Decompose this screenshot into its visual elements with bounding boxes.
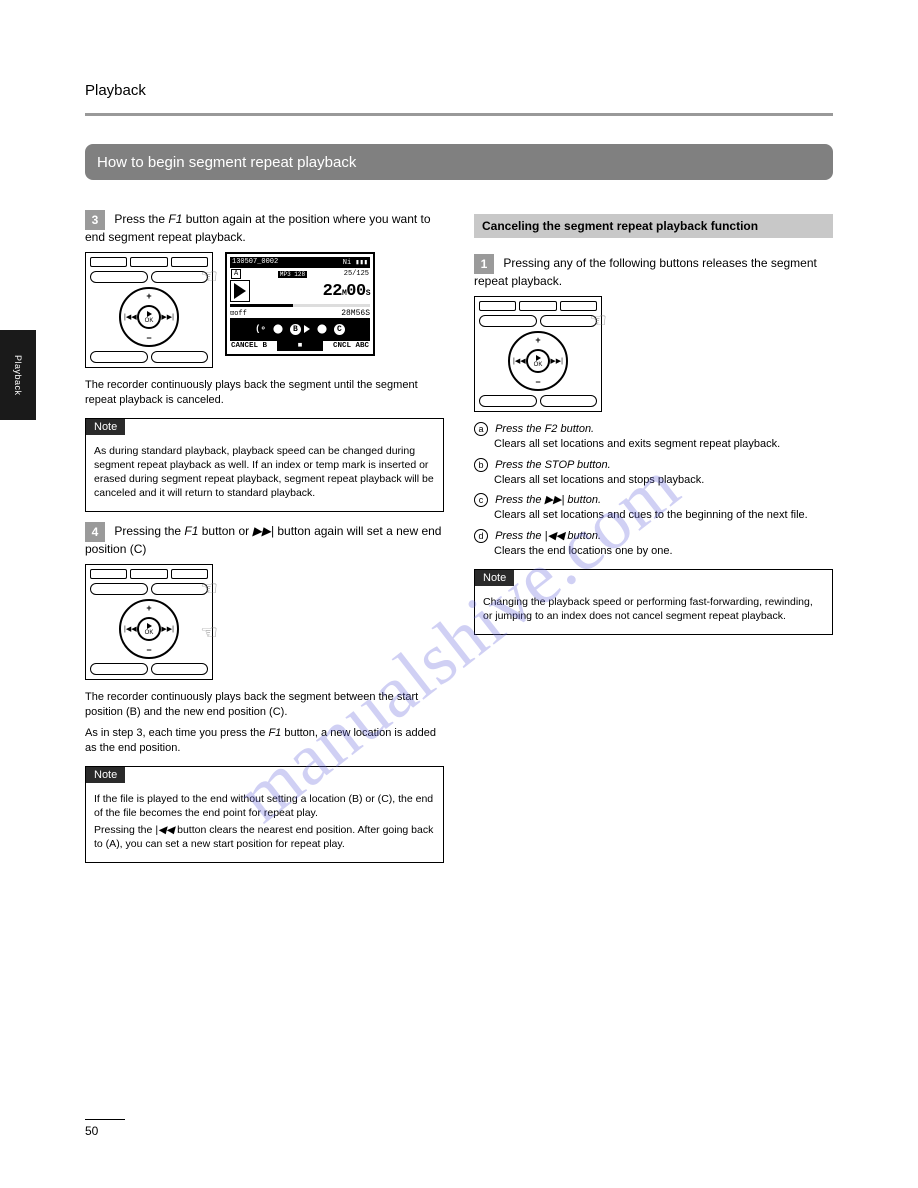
step-4-title: 4 Pressing the F1 button or ▶▶| button a… — [85, 522, 444, 556]
btn-a: a Press the F2 button. Clears all set lo… — [474, 422, 833, 452]
device-diagram: + |◀◀ OK ▶▶| − ☜ — [474, 296, 602, 412]
step-3-body: The recorder continuously plays back the… — [85, 378, 444, 408]
sub-section-bar: Canceling the segment repeat playback fu… — [474, 214, 833, 238]
section-banner: How to begin segment repeat playback — [85, 144, 833, 180]
note-box-1: Note As during standard playback, playba… — [85, 418, 444, 513]
hand-pointer-icon: ☜ — [589, 311, 607, 331]
side-tab: Playback — [0, 330, 36, 420]
note-box-right: Note Changing the playback speed or perf… — [474, 569, 833, 635]
note-box-2: Note If the file is played to the end wi… — [85, 766, 444, 864]
step-4-body-2: As in step 3, each time you press the F1… — [85, 726, 444, 756]
header-rule — [85, 113, 833, 116]
page-num-rule — [85, 1119, 125, 1120]
btn-c: c Press the ▶▶| button. Clears all set l… — [474, 493, 833, 523]
page-number: 50 — [85, 1124, 98, 1138]
step-3-title: 3 Press the F1 button again at the posit… — [85, 210, 444, 244]
btn-d: d Press the |◀◀ button. Clears the end l… — [474, 529, 833, 559]
right-step-1-title: 1 Pressing any of the following buttons … — [474, 254, 833, 288]
step-number: 4 — [85, 522, 105, 542]
device-diagram: + |◀◀ OK ▶▶| − ☜ ☜ — [85, 564, 213, 680]
lcd-screen: 130507_0002 Ni ▮▮▮ A MP3 128 25/125 22M0… — [225, 252, 375, 356]
hand-pointer-icon: ☜ — [200, 267, 218, 287]
breadcrumb: Playback — [85, 82, 833, 99]
hand-pointer-icon: ☜ — [200, 579, 218, 599]
btn-b: b Press the STOP button. Clears all set … — [474, 458, 833, 488]
step-number: 3 — [85, 210, 105, 230]
step-4-body-1: The recorder continuously plays back the… — [85, 690, 444, 720]
step-number: 1 — [474, 254, 494, 274]
hand-pointer-icon: ☜ — [200, 623, 218, 643]
device-diagram: + |◀◀ OK ▶▶| − ☜ — [85, 252, 213, 368]
